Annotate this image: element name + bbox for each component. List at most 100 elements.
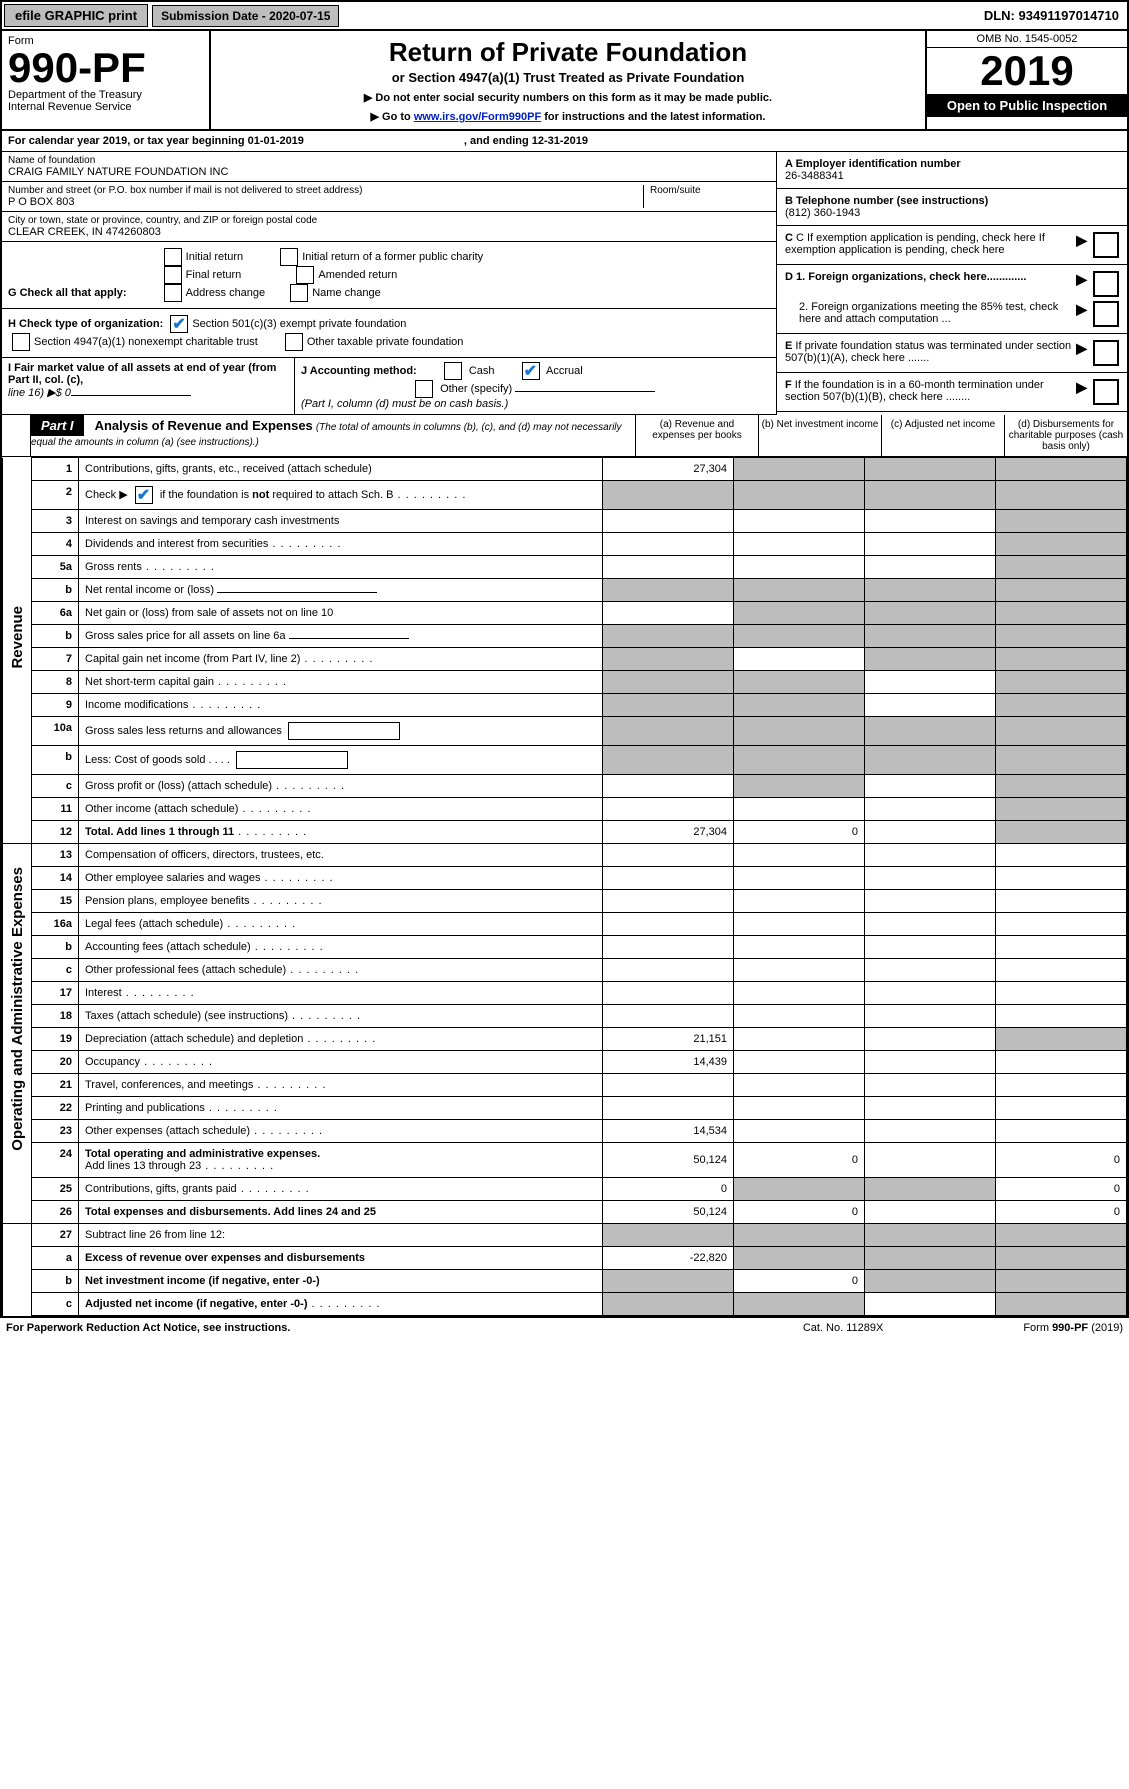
table-row: cOther professional fees (attach schedul…	[3, 959, 1127, 982]
c-checkbox[interactable]	[1093, 232, 1119, 258]
irs-link[interactable]: www.irs.gov/Form990PF	[414, 111, 541, 123]
table-row: cAdjusted net income (if negative, enter…	[3, 1293, 1127, 1316]
name-change-checkbox[interactable]	[290, 284, 308, 302]
table-row: 21Travel, conferences, and meetings	[3, 1074, 1127, 1097]
form-number: 990-PF	[8, 47, 203, 89]
e-field: E If private foundation status was termi…	[777, 334, 1127, 373]
initial-return-checkbox[interactable]	[164, 248, 182, 266]
address-change-checkbox[interactable]	[164, 284, 182, 302]
amended-return-checkbox[interactable]	[296, 266, 314, 284]
table-row: Revenue 1Contributions, gifts, grants, e…	[3, 458, 1127, 481]
table-row: Operating and Administrative Expenses 13…	[3, 844, 1127, 867]
table-row: 3Interest on savings and temporary cash …	[3, 510, 1127, 533]
form-title: Return of Private Foundation	[223, 37, 913, 68]
table-row: 24Total operating and administrative exp…	[3, 1143, 1127, 1178]
other-taxable-checkbox[interactable]	[285, 333, 303, 351]
paperwork-notice: For Paperwork Reduction Act Notice, see …	[6, 1322, 290, 1334]
table-row: 6aNet gain or (loss) from sale of assets…	[3, 602, 1127, 625]
table-row: 25Contributions, gifts, grants paid00	[3, 1178, 1127, 1201]
col-b-header: (b) Net investment income	[758, 415, 881, 456]
h-check-row: H Check type of organization: Section 50…	[2, 309, 776, 358]
form-ref: Form 990-PF (2019)	[1023, 1322, 1123, 1334]
dept-label: Department of the Treasury	[8, 89, 203, 101]
table-row: cGross profit or (loss) (attach schedule…	[3, 775, 1127, 798]
ein-field: A Employer identification number 26-3488…	[777, 152, 1127, 189]
part1-table: Revenue 1Contributions, gifts, grants, e…	[2, 457, 1127, 1316]
table-row: bNet investment income (if negative, ent…	[3, 1270, 1127, 1293]
form-note-2: ▶ Go to www.irs.gov/Form990PF for instru…	[223, 110, 913, 123]
d1-checkbox[interactable]	[1093, 271, 1119, 297]
table-row: 7Capital gain net income (from Part IV, …	[3, 648, 1127, 671]
form-subtitle: or Section 4947(a)(1) Trust Treated as P…	[223, 70, 913, 85]
4947a1-checkbox[interactable]	[12, 333, 30, 351]
d-field: D 1. Foreign organizations, check here..…	[777, 265, 1127, 334]
sch-b-checkbox[interactable]	[135, 486, 153, 504]
other-method-checkbox[interactable]	[415, 380, 433, 398]
f-checkbox[interactable]	[1093, 379, 1119, 405]
form-header: Form 990-PF Department of the Treasury I…	[2, 31, 1127, 131]
final-return-checkbox[interactable]	[164, 266, 182, 284]
foundation-name-field: Name of foundation CRAIG FAMILY NATURE F…	[2, 152, 776, 182]
table-row: bLess: Cost of goods sold . . . .	[3, 746, 1127, 775]
table-row: 15Pension plans, employee benefits	[3, 890, 1127, 913]
open-to-public-badge: Open to Public Inspection	[927, 94, 1127, 117]
cash-checkbox[interactable]	[444, 362, 462, 380]
irs-label: Internal Revenue Service	[8, 101, 203, 113]
submission-date-badge: Submission Date - 2020-07-15	[152, 5, 339, 27]
part1-header-row: Part I Analysis of Revenue and Expenses …	[2, 415, 1127, 457]
table-row: 18Taxes (attach schedule) (see instructi…	[3, 1005, 1127, 1028]
table-row: 17Interest	[3, 982, 1127, 1005]
e-checkbox[interactable]	[1093, 340, 1119, 366]
ij-row: I Fair market value of all assets at end…	[2, 358, 776, 415]
i-value: line 16) ▶$ 0	[8, 387, 71, 399]
table-row: 10aGross sales less returns and allowanc…	[3, 717, 1127, 746]
top-bar: efile GRAPHIC print Submission Date - 20…	[2, 2, 1127, 31]
address-field: Number and street (or P.O. box number if…	[2, 182, 776, 212]
table-row: bAccounting fees (attach schedule)	[3, 936, 1127, 959]
table-row: 27Subtract line 26 from line 12:	[3, 1224, 1127, 1247]
col-c-header: (c) Adjusted net income	[881, 415, 1004, 456]
table-row: bNet rental income or (loss)	[3, 579, 1127, 602]
table-row: 19Depreciation (attach schedule) and dep…	[3, 1028, 1127, 1051]
i-label: I Fair market value of all assets at end…	[8, 362, 276, 386]
expenses-label: Operating and Administrative Expenses	[7, 857, 28, 1161]
calendar-year-row: For calendar year 2019, or tax year begi…	[2, 131, 1127, 152]
table-row: 22Printing and publications	[3, 1097, 1127, 1120]
col-d-header: (d) Disbursements for charitable purpose…	[1004, 415, 1127, 456]
cat-no: Cat. No. 11289X	[803, 1322, 884, 1334]
table-row: 2 Check ▶ if the foundation is not requi…	[3, 481, 1127, 510]
part1-title: Analysis of Revenue and Expenses	[95, 418, 313, 433]
table-row: 16aLegal fees (attach schedule)	[3, 913, 1127, 936]
efile-print-button[interactable]: efile GRAPHIC print	[4, 4, 148, 27]
revenue-label: Revenue	[7, 596, 28, 679]
header-left: Form 990-PF Department of the Treasury I…	[2, 31, 211, 129]
part1-badge: Part I	[31, 415, 84, 436]
table-row: 8Net short-term capital gain	[3, 671, 1127, 694]
table-row: aExcess of revenue over expenses and dis…	[3, 1247, 1127, 1270]
table-row: 11Other income (attach schedule)	[3, 798, 1127, 821]
g-check-row: G Check all that apply: Initial return I…	[2, 242, 776, 309]
telephone-field: B Telephone number (see instructions) (8…	[777, 189, 1127, 226]
form-note-1: ▶ Do not enter social security numbers o…	[223, 91, 913, 104]
table-row: 4Dividends and interest from securities	[3, 533, 1127, 556]
page-footer: For Paperwork Reduction Act Notice, see …	[0, 1318, 1129, 1338]
d2-checkbox[interactable]	[1093, 301, 1119, 327]
initial-former-checkbox[interactable]	[280, 248, 298, 266]
form-container: efile GRAPHIC print Submission Date - 20…	[0, 0, 1129, 1318]
tax-year: 2019	[927, 48, 1127, 94]
c-field: C C If exemption application is pending,…	[777, 226, 1127, 265]
city-field: City or town, state or province, country…	[2, 212, 776, 242]
accrual-checkbox[interactable]	[522, 362, 540, 380]
table-row: 20Occupancy14,439	[3, 1051, 1127, 1074]
table-row: 23Other expenses (attach schedule)14,534	[3, 1120, 1127, 1143]
table-row: bGross sales price for all assets on lin…	[3, 625, 1127, 648]
table-row: 14Other employee salaries and wages	[3, 867, 1127, 890]
table-row: 26Total expenses and disbursements. Add …	[3, 1201, 1127, 1224]
dln-label: DLN: 93491197014710	[984, 8, 1127, 23]
table-row: 12Total. Add lines 1 through 1127,3040	[3, 821, 1127, 844]
room-suite-label: Room/suite	[650, 185, 770, 196]
f-field: F If the foundation is in a 60-month ter…	[777, 373, 1127, 412]
header-right: OMB No. 1545-0052 2019 Open to Public In…	[925, 31, 1127, 129]
j-note: (Part I, column (d) must be on cash basi…	[301, 398, 508, 410]
501c3-checkbox[interactable]	[170, 315, 188, 333]
